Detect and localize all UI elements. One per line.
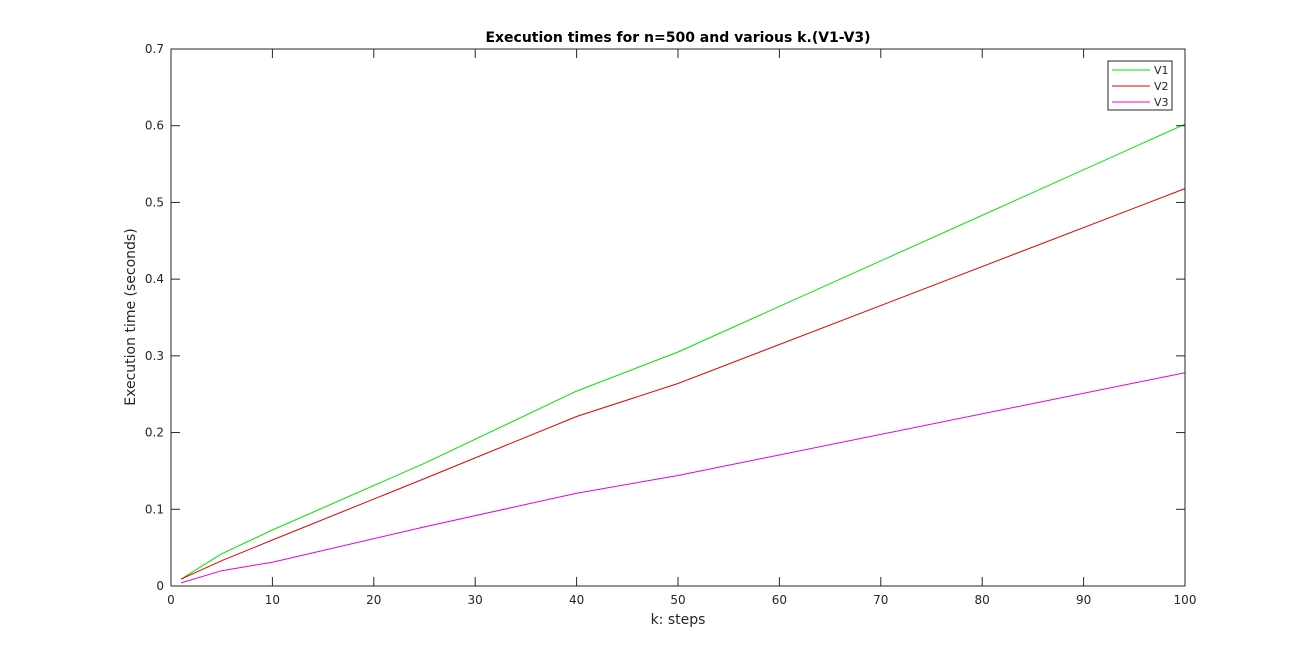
x-tick-label: 50 <box>670 593 685 607</box>
x-tick-label: 0 <box>167 593 175 607</box>
x-axis-label: k: steps <box>651 612 706 628</box>
y-tick-label: 0.5 <box>145 195 164 209</box>
x-tick-label: 40 <box>569 593 584 607</box>
legend-label-v3: V3 <box>1154 96 1169 109</box>
y-tick-label: 0 <box>156 579 164 593</box>
ticks-layer: 0 10 20 30 40 50 60 70 80 90 100 0 0.1 0.2 0.3 0.4 0.5 0.… <box>145 42 1197 607</box>
series-layer <box>180 123 1186 584</box>
y-axis-label: Execution time (seconds) <box>123 228 139 405</box>
series-line-v3 <box>180 372 1186 584</box>
y-tick-label: 0.2 <box>145 426 164 440</box>
legend: V1 V2 V3 <box>1107 60 1173 111</box>
y-tick-label: 0.7 <box>145 42 164 56</box>
y-tick-label: 0.1 <box>145 502 164 516</box>
chart-title: Execution times for n=500 and various k.… <box>485 30 870 46</box>
x-tick-label: 60 <box>772 593 787 607</box>
y-tick-label: 0.6 <box>145 119 164 133</box>
legend-label-v2: V2 <box>1154 80 1169 93</box>
x-tick-label: 30 <box>468 593 483 607</box>
x-tick-label: 70 <box>873 593 888 607</box>
x-tick-label: 90 <box>1076 593 1091 607</box>
y-tick-label: 0.3 <box>145 349 164 363</box>
x-tick-label: 100 <box>1174 593 1197 607</box>
legend-label-v1: V1 <box>1154 64 1169 77</box>
x-tick-label: 10 <box>265 593 280 607</box>
x-tick-label: 80 <box>975 593 990 607</box>
plot-area <box>171 49 1185 586</box>
series-line-v2 <box>180 188 1186 580</box>
y-tick-label: 0.4 <box>145 272 164 286</box>
axes-box <box>170 48 1186 587</box>
x-tick-label: 20 <box>366 593 381 607</box>
series-line-v1 <box>180 123 1186 580</box>
